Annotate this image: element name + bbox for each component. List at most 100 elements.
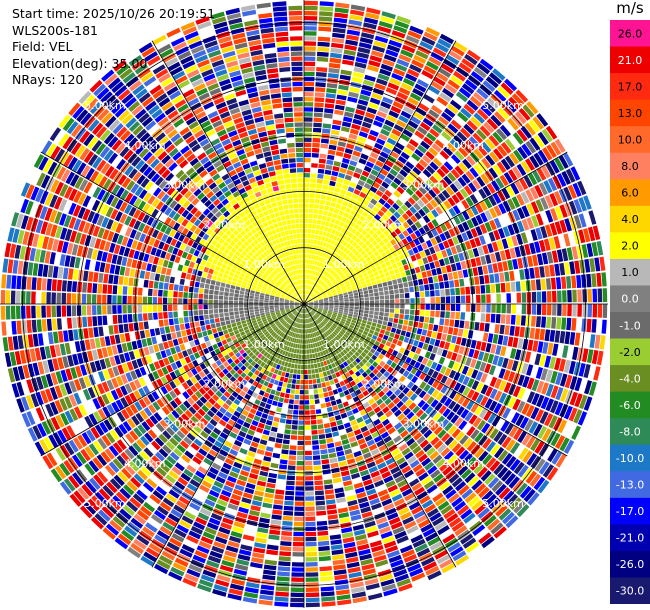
velocity-cell [382, 96, 394, 105]
velocity-cell [464, 320, 470, 329]
velocity-cell [514, 180, 524, 193]
velocity-cell [409, 92, 422, 102]
velocity-cell [305, 279, 307, 284]
velocity-cell [419, 40, 434, 51]
velocity-cell [304, 117, 313, 122]
velocity-cell [556, 173, 567, 187]
velocity-cell [398, 54, 412, 63]
velocity-cell [313, 112, 323, 118]
velocity-cell [512, 132, 524, 145]
velocity-cell [372, 318, 378, 323]
velocity-cell [312, 147, 320, 153]
velocity-cell [573, 215, 582, 229]
velocity-cell [427, 276, 434, 284]
velocity-cell [338, 295, 344, 299]
velocity-cell [455, 295, 461, 303]
velocity-cell [367, 250, 373, 256]
velocity-cell [317, 424, 324, 430]
velocity-cell [451, 335, 457, 344]
velocity-cell [355, 259, 361, 265]
velocity-cell [436, 267, 442, 275]
velocity-cell [368, 60, 381, 68]
velocity-cell [307, 239, 311, 244]
velocity-cell [554, 263, 561, 276]
velocity-cell [415, 297, 420, 304]
velocity-cell [333, 310, 338, 313]
velocity-cell [348, 251, 354, 258]
velocity-cell [461, 58, 475, 70]
velocity-cell [384, 249, 391, 256]
velocity-cell [308, 374, 312, 380]
velocity-cell [307, 264, 310, 269]
velocity-cell [377, 155, 387, 164]
velocity-cell [372, 45, 386, 53]
velocity-cell [493, 111, 506, 124]
velocity-cell [325, 200, 331, 206]
velocity-cell [447, 272, 454, 281]
velocity-cell [356, 52, 370, 59]
velocity-cell [460, 260, 467, 270]
velocity-cell [551, 290, 557, 303]
velocity-cell [349, 260, 355, 266]
velocity-cell [310, 234, 315, 239]
velocity-cell [393, 177, 402, 186]
velocity-cell [334, 104, 345, 111]
velocity-cell [321, 275, 326, 281]
velocity-cell [394, 289, 399, 294]
velocity-cell [440, 223, 448, 232]
velocity-cell [346, 169, 354, 176]
velocity-cell [307, 298, 312, 301]
velocity-cell [282, 515, 293, 521]
velocity-cell [332, 293, 338, 296]
velocity-cell [499, 174, 509, 187]
velocity-cell [314, 475, 323, 481]
velocity-cell [358, 274, 364, 279]
velocity-cell [305, 491, 314, 496]
velocity-cell [422, 205, 430, 214]
velocity-cell [342, 157, 350, 164]
velocity-cell [465, 338, 472, 348]
velocity-cell [389, 246, 396, 253]
velocity-cell [315, 82, 326, 88]
velocity-cell [335, 2, 350, 9]
velocity-cell [574, 260, 581, 274]
velocity-cell [410, 232, 417, 240]
velocity-cell [308, 259, 311, 264]
velocity-cell [336, 243, 342, 249]
velocity-cell [484, 323, 490, 332]
velocity-cell [304, 61, 316, 67]
velocity-cell [459, 278, 465, 287]
velocity-cell [289, 450, 297, 455]
velocity-cell [326, 290, 331, 294]
velocity-cell [317, 214, 323, 220]
velocity-cell [438, 325, 444, 333]
velocity-cell [318, 16, 333, 22]
velocity-cell [316, 510, 327, 516]
velocity-cell [577, 304, 582, 317]
velocity-cell [476, 129, 487, 141]
velocity-cell [489, 274, 495, 284]
velocity-cell [317, 285, 322, 290]
velocity-cell [304, 264, 306, 269]
velocity-cell [325, 287, 330, 292]
velocity-cell [312, 379, 317, 384]
velocity-cell [328, 262, 334, 267]
velocity-cell [333, 224, 339, 230]
velocity-cell [538, 239, 546, 252]
velocity-cell [342, 253, 348, 259]
velocity-cell [342, 234, 348, 240]
velocity-cell [348, 313, 353, 317]
velocity-cell [421, 271, 427, 278]
velocity-cell [406, 227, 414, 235]
velocity-cell [326, 195, 332, 202]
velocity-cell [291, 384, 296, 389]
velocity-cell [332, 213, 338, 219]
velocity-cell [334, 7, 349, 14]
velocity-cell [352, 118, 363, 126]
velocity-cell [305, 486, 314, 491]
velocity-cell [514, 246, 521, 258]
velocity-cell [339, 251, 345, 257]
velocity-cell [458, 162, 468, 173]
velocity-cell [288, 460, 296, 466]
ppi-radar-plot: 1.00km1.00km1.00km1.00km2.00km2.00km2.00… [0, 0, 608, 608]
